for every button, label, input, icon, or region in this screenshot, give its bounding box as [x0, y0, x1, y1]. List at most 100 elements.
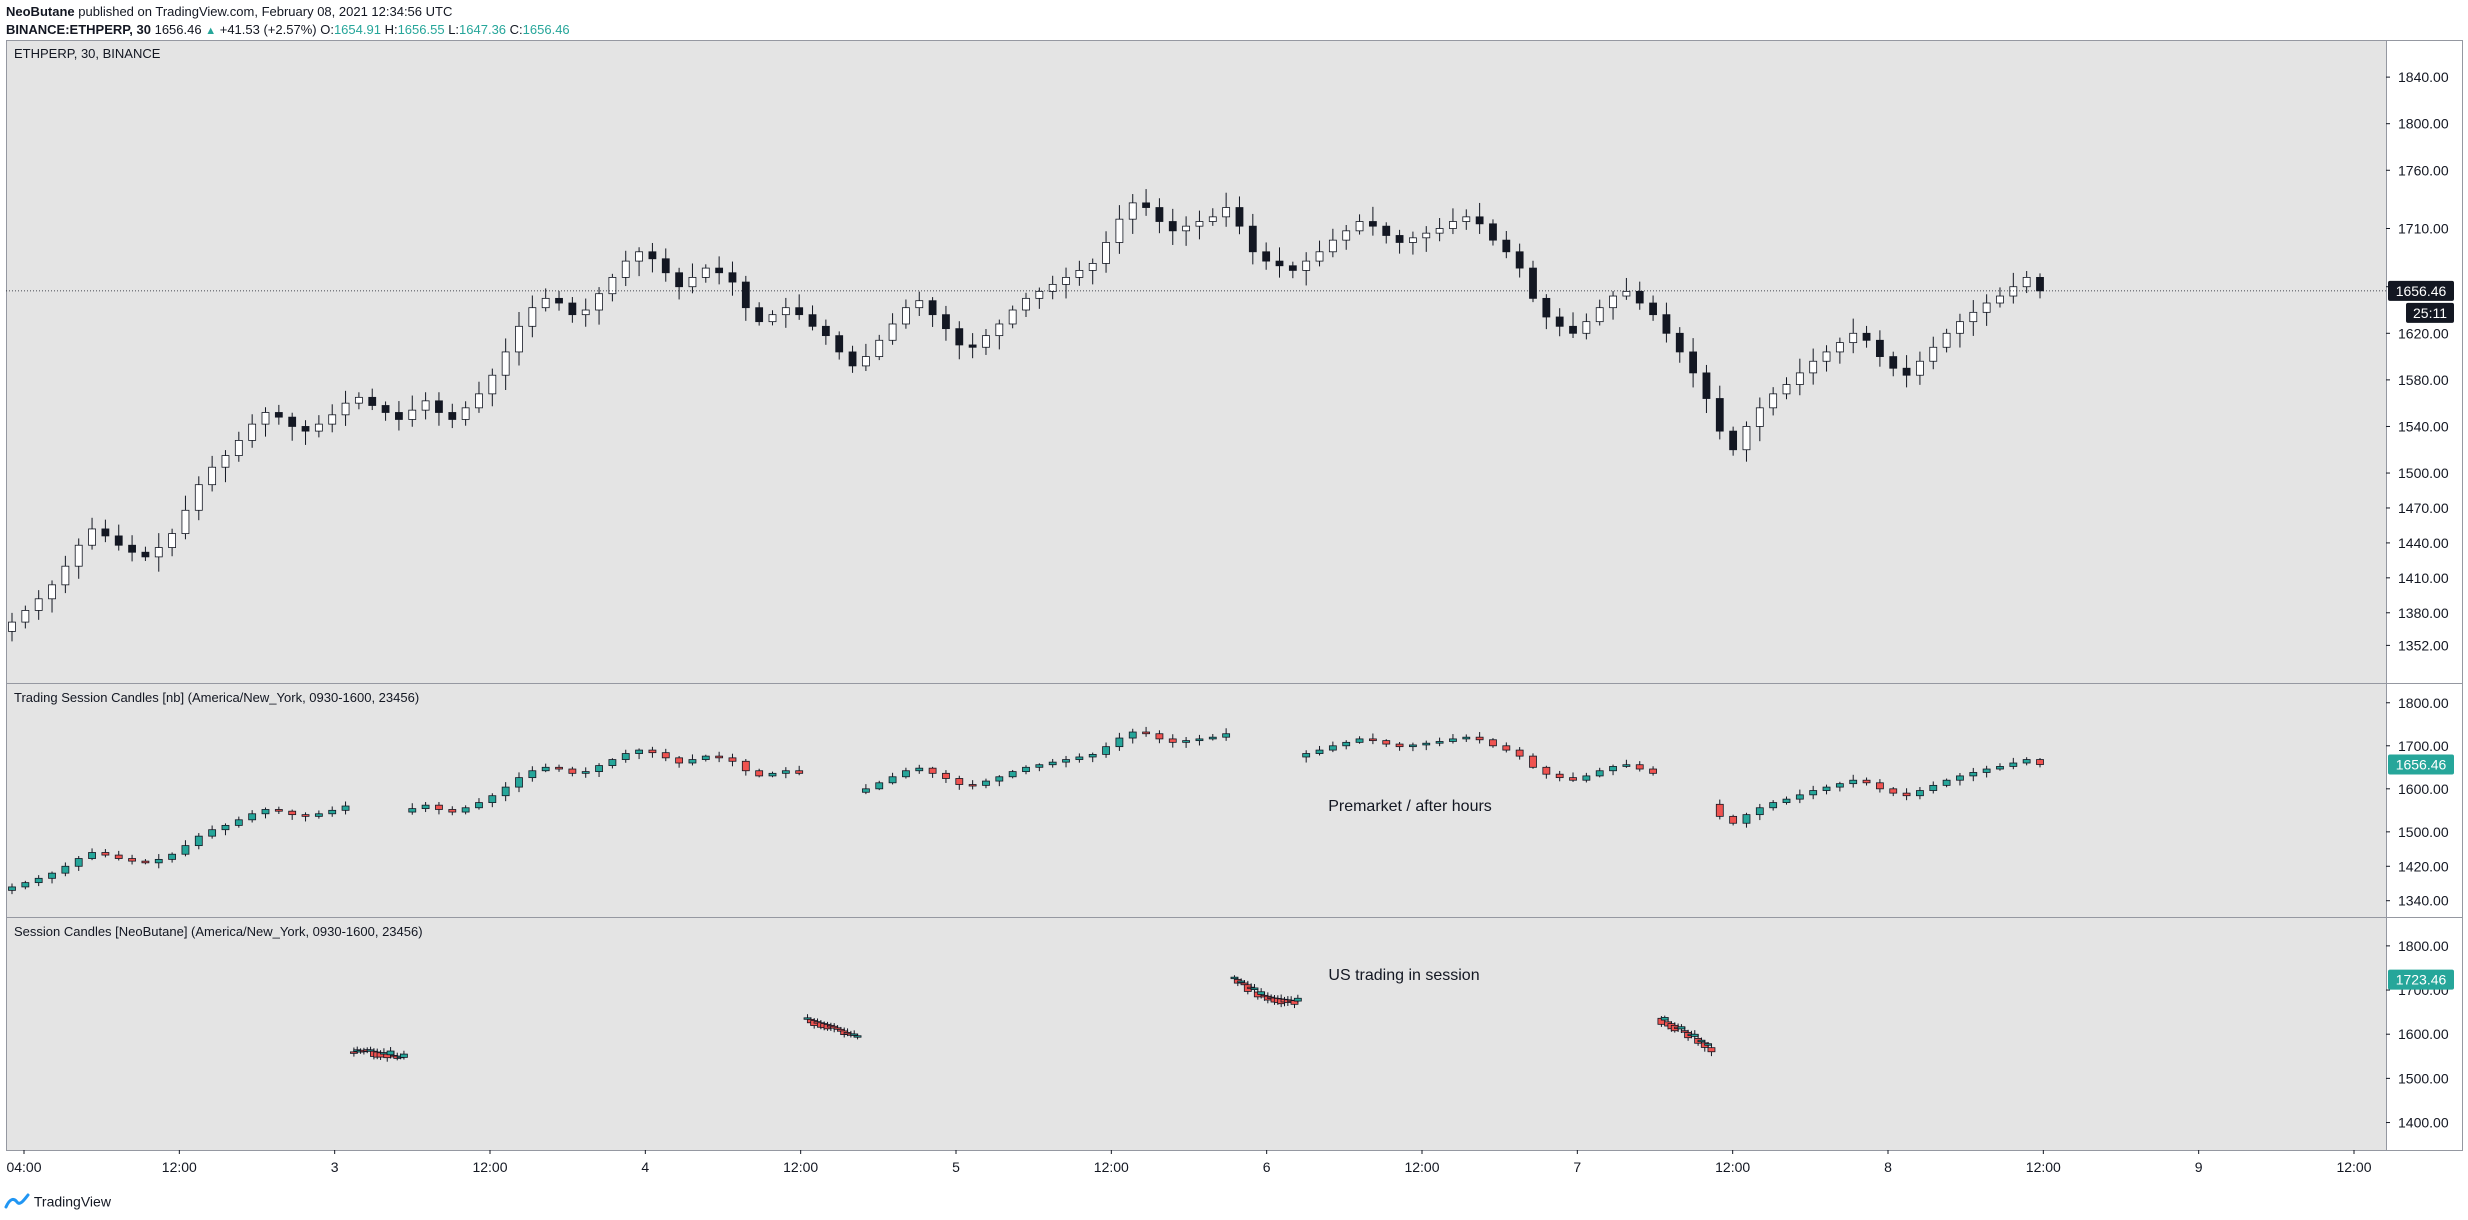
session-candle [661, 752, 670, 759]
main-candle [1395, 235, 1404, 243]
main-candle [2009, 286, 2018, 297]
main-candle [1088, 263, 1097, 271]
low-value: 1647.36 [459, 22, 507, 37]
y-tick-label: 1470.00 [2398, 500, 2449, 516]
us-session-candle [1660, 1017, 1669, 1021]
y-tick-label: 1840.00 [2398, 69, 2449, 85]
main-candle [1715, 398, 1724, 432]
main-candle [328, 414, 337, 425]
session-candle [701, 755, 710, 760]
session-candle [1755, 807, 1764, 816]
session-candle [141, 860, 150, 864]
price-axis-background [2386, 40, 2468, 1188]
main-candle [1128, 202, 1137, 220]
session-candle [1422, 742, 1431, 746]
main-candle [1569, 325, 1577, 334]
session-candle [421, 804, 430, 810]
session-candle [181, 845, 190, 855]
main-candle [34, 598, 43, 611]
main-candle [1849, 332, 1858, 344]
annotation-premarket: Premarket / after hours [1328, 798, 1492, 815]
session-candle [274, 809, 283, 812]
main-candle [1809, 360, 1818, 374]
session-candle [675, 757, 684, 764]
session-candle [648, 749, 657, 754]
ohlc-legend: BINANCE:ETHPERP, 30 1656.46 ▲ +41.53 (+2… [6, 22, 570, 37]
main-candle [88, 528, 96, 546]
main-candle [1542, 297, 1551, 318]
author-name[interactable]: NeoButane [6, 4, 75, 19]
open-value: 1654.91 [333, 22, 381, 37]
main-candle [915, 300, 924, 309]
session-candle [48, 872, 56, 879]
session-candle [1862, 779, 1871, 784]
main-candle [1942, 332, 1951, 348]
main-candle [368, 396, 377, 406]
session-candle [875, 782, 884, 790]
main-candle [1929, 346, 1938, 362]
main-candle [1555, 316, 1564, 327]
main-candle [141, 551, 150, 558]
chart-area[interactable]: ETHPERP, 30, BINANCE Trading Session Cand… [0, 40, 2468, 1188]
pane-title-2: Trading Session Candles [nb] (America/Ne… [14, 690, 419, 705]
session-candle [955, 778, 964, 785]
main-candle [1328, 239, 1337, 253]
main-candle [181, 509, 190, 534]
main-candle [888, 323, 897, 341]
pane-price-badge-2 [2388, 754, 2454, 775]
session-candle [515, 777, 523, 788]
x-tick-label: 04:00 [6, 1159, 41, 1175]
session-candle [928, 767, 937, 774]
session-candle [541, 766, 550, 772]
symbol-label: BINANCE:ETHPERP, 30 [6, 22, 151, 37]
session-candle [1569, 777, 1577, 781]
session-candle [1128, 731, 1137, 739]
session-candle [1302, 753, 1311, 758]
up-triangle-icon: ▲ [205, 25, 217, 37]
main-candle [274, 412, 283, 418]
pane-background-1 [6, 40, 2386, 683]
x-tick-label: 12:00 [2026, 1159, 2061, 1175]
main-candle [1235, 207, 1244, 227]
session-candle [1195, 738, 1204, 742]
low-label: L: [448, 22, 460, 37]
main-candle [435, 400, 443, 413]
session-candle [1395, 743, 1404, 748]
main-candle [448, 412, 457, 420]
session-candle [1368, 738, 1377, 742]
session-candle [1115, 737, 1124, 748]
main-candle [1502, 239, 1511, 253]
us-session-candle [1707, 1047, 1716, 1053]
session-candle [968, 784, 977, 787]
main-candle [621, 260, 630, 278]
main-candle [1996, 295, 2004, 304]
main-candle [555, 297, 563, 304]
session-candle [234, 819, 243, 826]
session-candle [341, 805, 350, 811]
main-candle [581, 309, 590, 316]
session-candle [595, 765, 603, 773]
session-candle [1409, 744, 1417, 748]
pane-price-label-3: 1723.46 [2396, 972, 2447, 988]
main-candle [1689, 351, 1698, 374]
main-candle [221, 455, 230, 468]
close-label: C: [509, 22, 523, 37]
session-candle [1328, 745, 1337, 751]
session-candle [8, 886, 16, 891]
main-candle [2036, 277, 2044, 292]
main-candle [381, 405, 390, 413]
y-tick-label: 1800.00 [2398, 116, 2449, 132]
x-tick-label: 12:00 [1715, 1159, 1750, 1175]
footer-brand[interactable]: TradingView [4, 1192, 111, 1210]
main-candle [395, 412, 403, 420]
main-candle [661, 258, 670, 274]
tradingview-logo-icon [4, 1193, 30, 1209]
main-candle [728, 272, 737, 283]
session-candle [1022, 766, 1030, 773]
main-candle [2022, 277, 2031, 288]
x-tick-label: 7 [1573, 1159, 1581, 1175]
main-candle [101, 528, 110, 537]
last-price-badge [2388, 280, 2454, 301]
main-candle [1529, 267, 1537, 299]
y-tick-label: 1500.00 [2398, 465, 2449, 481]
